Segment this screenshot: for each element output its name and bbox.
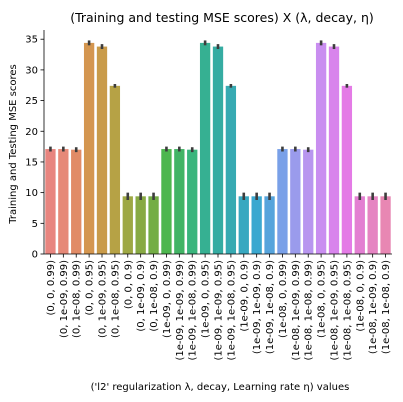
bar bbox=[135, 196, 146, 254]
bar bbox=[380, 196, 391, 254]
x-tick-label: (1e-08, 1e-08, 0.95) bbox=[342, 260, 353, 361]
y-tick-label: 5 bbox=[32, 219, 38, 230]
x-tick-label: (1e-09, 0, 0.99) bbox=[162, 260, 173, 338]
y-tick-label: 10 bbox=[25, 188, 38, 199]
bar bbox=[212, 46, 224, 254]
chart-title: (Training and testing MSE scores) X (λ, … bbox=[70, 10, 374, 25]
x-axis-ticks: (0, 0, 0.99) (0, 1e-09, 0.99) (0, 1e-08, 0… bbox=[46, 254, 392, 360]
y-tick-label: 30 bbox=[25, 65, 38, 76]
bar bbox=[199, 42, 211, 254]
x-tick-label: (1e-08, 1e-08, 0.9) bbox=[381, 260, 392, 354]
x-axis-label: ('l2' regularization λ, decay, Learning … bbox=[91, 382, 350, 393]
y-tick-label: 0 bbox=[32, 250, 38, 261]
bar bbox=[367, 196, 378, 254]
bar bbox=[354, 196, 365, 254]
bars-group bbox=[45, 42, 391, 254]
x-tick-label: (1e-09, 0, 0.95) bbox=[201, 260, 212, 338]
bar bbox=[83, 42, 95, 254]
x-tick-label: (0, 0, 0.95) bbox=[85, 260, 96, 316]
x-tick-label: (1e-08, 0, 0.9) bbox=[355, 260, 366, 332]
bar bbox=[290, 149, 301, 254]
y-tick-label: 25 bbox=[25, 96, 38, 107]
bar bbox=[148, 196, 159, 254]
x-tick-label: (1e-09, 1e-08, 0.95) bbox=[226, 260, 237, 361]
x-tick-label: (1e-08, 0, 0.99) bbox=[278, 260, 289, 338]
y-tick-label: 15 bbox=[25, 157, 38, 168]
bar bbox=[122, 196, 133, 254]
x-tick-label: (0, 1e-09, 0.95) bbox=[98, 260, 109, 338]
y-tick-label: 35 bbox=[25, 35, 38, 46]
bar bbox=[45, 149, 56, 254]
bar bbox=[315, 42, 327, 254]
x-tick-label: (1e-08, 1e-08, 0.99) bbox=[304, 260, 315, 361]
bar bbox=[238, 196, 249, 254]
x-tick-label: (0, 0, 0.99) bbox=[46, 260, 57, 316]
x-tick-label: (1e-08, 1e-09, 0.9) bbox=[368, 260, 379, 354]
bar bbox=[341, 85, 353, 254]
bar bbox=[187, 149, 198, 254]
bar bbox=[109, 85, 121, 254]
x-tick-label: (1e-09, 1e-09, 0.99) bbox=[175, 260, 186, 361]
bar bbox=[96, 46, 108, 254]
bar bbox=[303, 149, 314, 254]
bar bbox=[264, 196, 275, 254]
x-tick-label: (0, 1e-08, 0.95) bbox=[110, 260, 121, 338]
x-tick-label: (1e-08, 1e-09, 0.99) bbox=[291, 260, 302, 361]
bar bbox=[58, 149, 69, 254]
x-tick-label: (0, 0, 0.9) bbox=[123, 260, 134, 309]
x-tick-label: (1e-09, 1e-08, 0.99) bbox=[188, 260, 199, 361]
bar bbox=[161, 149, 172, 254]
bar bbox=[71, 149, 82, 254]
x-tick-label: (1e-08, 1e-09, 0.95) bbox=[330, 260, 341, 361]
x-tick-label: (0, 1e-08, 0.9) bbox=[149, 260, 160, 332]
bar bbox=[251, 196, 262, 254]
x-tick-label: (1e-08, 0, 0.95) bbox=[317, 260, 328, 338]
x-tick-label: (1e-09, 0, 0.9) bbox=[239, 260, 250, 332]
y-axis-ticks: 0 5 10 15 20 25 30 35 bbox=[25, 35, 44, 261]
x-tick-label: (1e-09, 1e-09, 0.9) bbox=[252, 260, 263, 354]
x-tick-label: (1e-09, 1e-08, 0.9) bbox=[265, 260, 276, 354]
bar bbox=[328, 46, 340, 254]
x-tick-label: (0, 1e-09, 0.9) bbox=[136, 260, 147, 332]
y-tick-label: 20 bbox=[25, 127, 38, 138]
bar bbox=[174, 149, 185, 254]
x-tick-label: (0, 1e-09, 0.99) bbox=[59, 260, 70, 338]
bar bbox=[277, 149, 288, 254]
error-bars-group bbox=[49, 40, 387, 200]
y-axis-label: Training and Testing MSE scores bbox=[8, 64, 19, 225]
bar bbox=[225, 85, 237, 254]
x-tick-label: (0, 1e-08, 0.99) bbox=[72, 260, 83, 338]
x-tick-label: (1e-09, 1e-09, 0.95) bbox=[214, 260, 225, 361]
